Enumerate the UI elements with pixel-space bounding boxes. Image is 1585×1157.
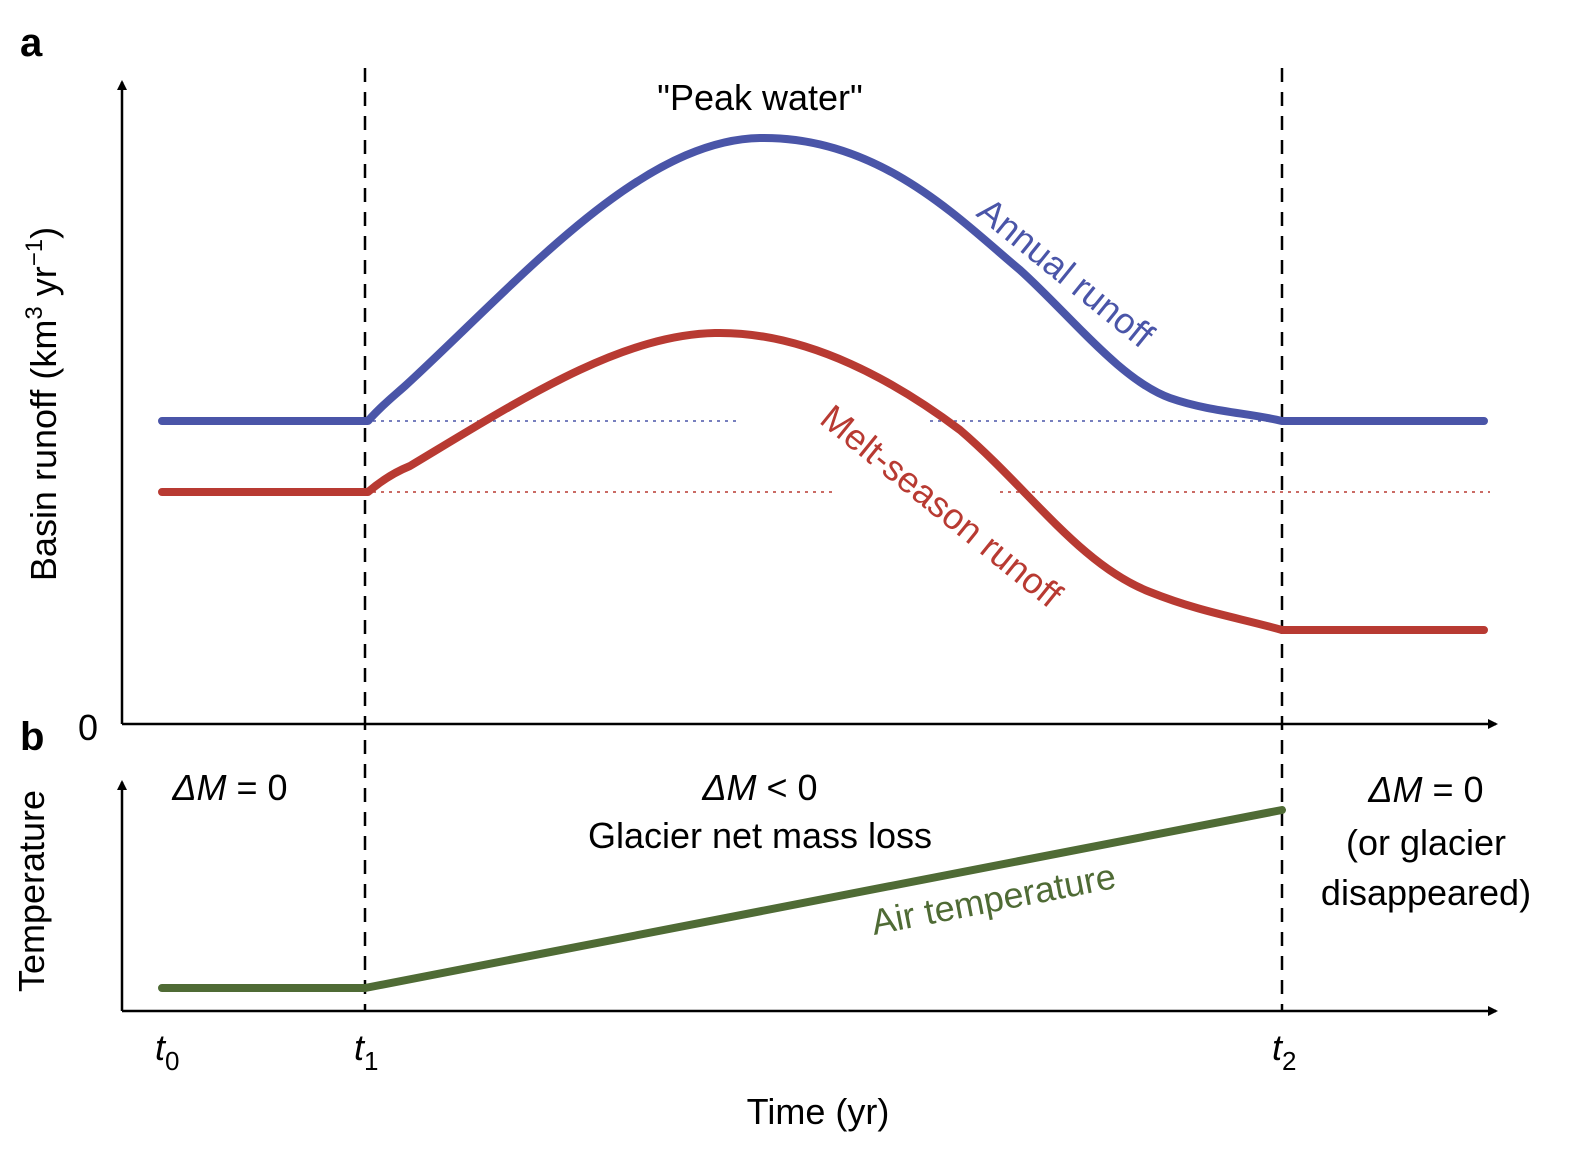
panel-a-y-axis-title: Basin runoff (km3 yr−1) bbox=[21, 227, 64, 581]
annual-runoff-label: Annual runoff bbox=[970, 189, 1163, 356]
phase3-note-line1: (or glacier bbox=[1346, 822, 1506, 863]
tick-t0: t0 bbox=[155, 1027, 179, 1076]
annual-runoff-curve bbox=[158, 133, 1488, 425]
melt-season-runoff-label: Melt-season runoff bbox=[813, 396, 1071, 616]
melt-season-runoff-curve bbox=[158, 328, 1488, 634]
tick-t2: t2 bbox=[1272, 1027, 1296, 1076]
phase3-note-line2: disappeared) bbox=[1321, 872, 1531, 913]
x-axis-title: Time (yr) bbox=[747, 1091, 890, 1132]
panel-a-letter: a bbox=[20, 21, 43, 65]
phase3-mass-balance: ΔM = 0 bbox=[1367, 769, 1483, 810]
panel-b-letter: b bbox=[20, 715, 44, 759]
phase1-mass-balance: ΔM = 0 bbox=[171, 767, 287, 808]
air-temperature-line bbox=[158, 806, 1286, 992]
panel-b-y-axis-title: Temperature bbox=[11, 790, 52, 992]
panel-a-zero-label: 0 bbox=[78, 707, 98, 748]
phase2-mass-balance: ΔM < 0 bbox=[701, 767, 817, 808]
tick-t1: t1 bbox=[354, 1027, 378, 1076]
phase2-description: Glacier net mass loss bbox=[588, 815, 932, 856]
peak-water-label: "Peak water" bbox=[657, 77, 863, 118]
